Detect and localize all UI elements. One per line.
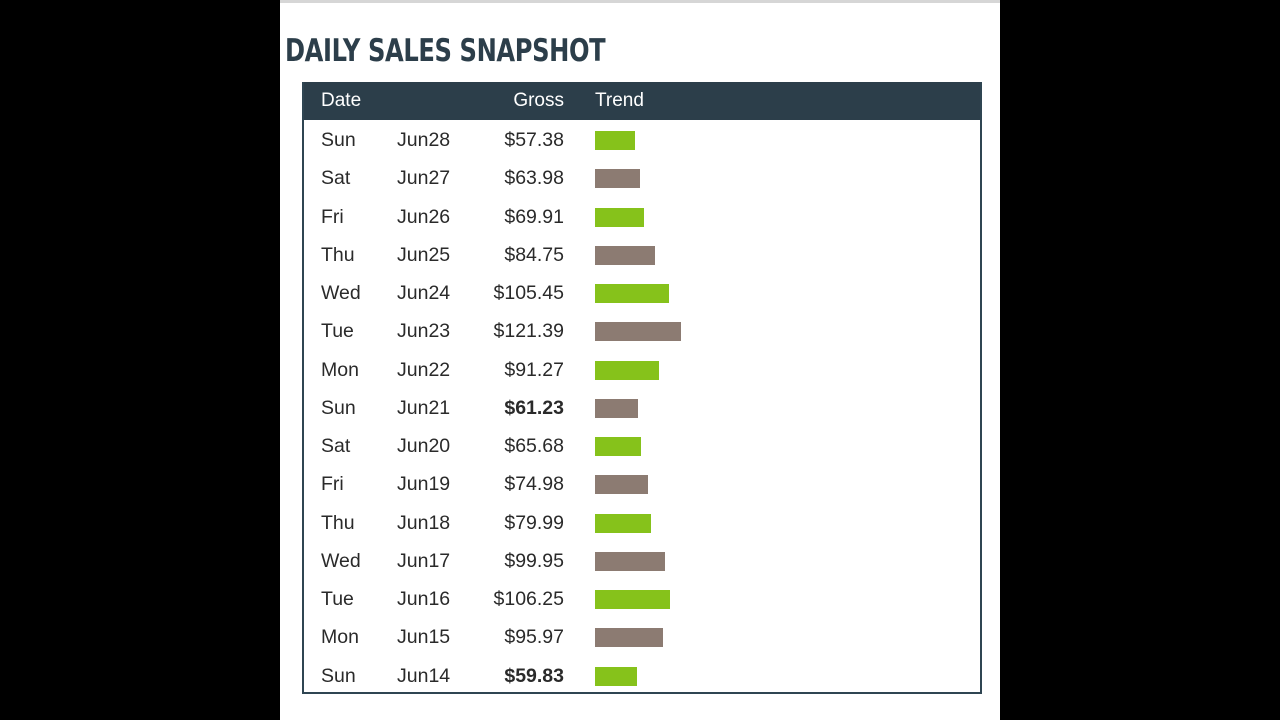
trend-bar [595, 284, 669, 303]
row-day: Mon [321, 626, 359, 649]
row-gross: $65.68 [504, 435, 564, 457]
table-row: Sun Jun28 $57.38 [304, 121, 980, 159]
row-gross: $105.45 [493, 282, 565, 304]
row-date: Jun15 [397, 626, 451, 649]
row-date: Jun27 [397, 167, 451, 190]
row-date: Jun21 [397, 396, 451, 419]
row-gross: $63.98 [504, 167, 564, 190]
row-gross: $79.99 [504, 511, 564, 534]
row-date: Jun18 [397, 511, 451, 534]
row-gross: $91.27 [504, 358, 564, 381]
row-gross: $99.95 [504, 549, 564, 572]
column-header-trend: Trend [595, 90, 644, 111]
row-day: Wed [321, 549, 361, 572]
row-gross: $84.75 [504, 243, 564, 266]
trend-bar [595, 551, 665, 571]
row-date: Jun28 [397, 129, 451, 151]
row-gross: $57.38 [504, 129, 564, 151]
row-date: Jun17 [397, 549, 451, 572]
table-row: Wed Jun24 $105.45 [304, 274, 980, 312]
trend-bar [595, 513, 651, 533]
trend-bar [595, 169, 640, 189]
row-date: Jun26 [397, 205, 451, 228]
row-date: Jun19 [397, 473, 451, 496]
trend-bar [595, 628, 663, 648]
trend-bar [595, 590, 670, 609]
row-date: Jun22 [397, 358, 451, 381]
table-row: Tue Jun16 $106.25 [304, 580, 980, 618]
page-title: DAILY SALES SNAPSHOT [285, 33, 606, 69]
row-day: Sun [321, 129, 356, 151]
row-day: Tue [321, 320, 354, 343]
table-row: Sat Jun20 $65.68 [304, 427, 980, 465]
row-day: Tue [321, 588, 354, 610]
row-day: Sun [321, 396, 356, 419]
column-header-date: Date [321, 90, 362, 111]
table-body: Sun Jun28 $57.38 Sat Jun27 $63.98 Fri Jun26 $69.… [304, 121, 980, 695]
table-header: Date Gross Trend [304, 82, 980, 120]
table-row: Thu Jun25 $84.75 [304, 236, 980, 274]
table-row: Tue Jun23 $121.39 [304, 312, 980, 350]
row-day: Mon [321, 358, 359, 381]
column-header-gross: Gross [513, 90, 564, 111]
trend-bar [595, 322, 681, 342]
row-gross: $74.98 [504, 473, 564, 496]
row-date: Jun20 [397, 435, 451, 457]
table-row: Mon Jun22 $91.27 [304, 351, 980, 389]
table-row: Thu Jun18 $79.99 [304, 504, 980, 542]
row-date: Jun16 [397, 588, 451, 610]
trend-bar [595, 398, 638, 418]
table-row: Fri Jun19 $74.98 [304, 465, 980, 503]
sales-table: Date Gross Trend Sun Jun28 $57.38 Sat Jun27 $… [302, 82, 982, 694]
table-row: Mon Jun15 $95.97 [304, 618, 980, 656]
row-gross: $69.91 [504, 205, 564, 228]
table-row: Fri Jun26 $69.91 [304, 198, 980, 236]
trend-bar [595, 437, 641, 456]
trend-bar [595, 666, 637, 686]
table-row: Sun Jun21 $61.23 [304, 389, 980, 427]
row-date: Jun23 [397, 320, 451, 343]
trend-bar [595, 245, 655, 265]
row-gross: $95.97 [504, 626, 564, 649]
table-row: Sun Jun14 $59.83 [304, 657, 980, 695]
row-day: Wed [321, 282, 361, 304]
table-row: Sat Jun27 $63.98 [304, 159, 980, 197]
table-row: Wed Jun17 $99.95 [304, 542, 980, 580]
report-page: DAILY SALES SNAPSHOT Date Gross Trend Su… [280, 0, 1000, 720]
row-day: Fri [321, 205, 344, 228]
trend-bar [595, 475, 648, 495]
row-date: Jun24 [397, 282, 451, 304]
trend-bar [595, 207, 644, 227]
row-day: Sat [321, 435, 351, 457]
row-date: Jun25 [397, 243, 451, 266]
row-date: Jun14 [397, 664, 451, 687]
row-gross: $106.25 [493, 588, 565, 610]
row-day: Sat [321, 167, 351, 190]
row-day: Sun [321, 664, 356, 687]
row-gross: $61.23 [504, 396, 564, 419]
trend-bar [595, 360, 659, 380]
row-gross: $121.39 [493, 320, 565, 343]
row-gross: $59.83 [504, 664, 564, 687]
row-day: Fri [321, 473, 344, 496]
row-day: Thu [321, 511, 355, 534]
top-divider [280, 0, 1000, 3]
row-day: Thu [321, 243, 355, 266]
trend-bar [595, 131, 635, 150]
